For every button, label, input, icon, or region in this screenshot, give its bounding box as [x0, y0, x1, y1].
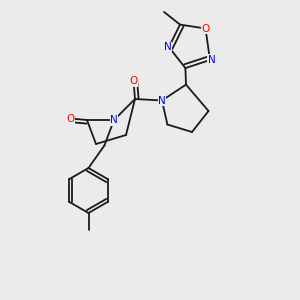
- Text: N: N: [158, 95, 166, 106]
- Text: N: N: [110, 115, 118, 125]
- Text: O: O: [201, 23, 210, 34]
- Text: O: O: [66, 113, 75, 124]
- Text: N: N: [164, 42, 171, 52]
- Text: O: O: [129, 76, 138, 86]
- Text: N: N: [208, 55, 215, 65]
